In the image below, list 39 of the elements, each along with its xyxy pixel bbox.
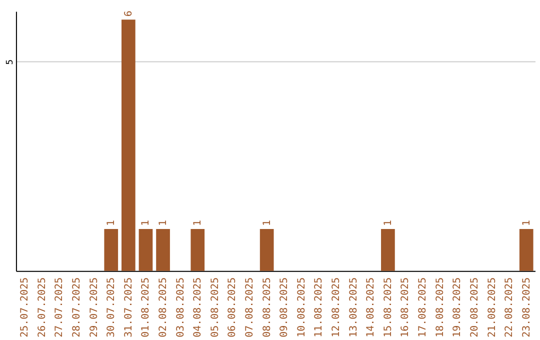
data-label: 6: [123, 10, 134, 17]
data-label: 1: [521, 220, 532, 226]
x-tick-label: 11.08.2025: [314, 277, 325, 338]
x-tick-label: 09.08.2025: [279, 277, 290, 338]
x-tick-label: 02.08.2025: [158, 277, 170, 338]
x-tick-label: 29.07.2025: [88, 277, 100, 338]
x-tick-label: 25.07.2025: [20, 277, 31, 338]
x-tick-label: 03.08.2025: [175, 277, 186, 338]
data-label: 1: [262, 220, 273, 226]
x-tick-label: 15.08.2025: [382, 277, 394, 338]
x-tick-label: 08.08.2025: [262, 277, 273, 338]
data-label: 1: [140, 220, 152, 226]
x-tick-label: 28.07.2025: [72, 277, 83, 338]
data-label: 1: [192, 220, 204, 226]
x-tick-label: 31.07.2025: [123, 277, 134, 338]
x-tick-label: 01.08.2025: [140, 277, 152, 338]
x-tick-label: 17.08.2025: [418, 277, 429, 338]
x-tick-label: 07.08.2025: [244, 277, 256, 338]
y-tick-label: 5: [5, 59, 16, 65]
x-tick-label: 30.07.2025: [106, 277, 118, 338]
x-tick-label: 22.08.2025: [504, 277, 516, 338]
x-tick-label: 05.08.2025: [210, 277, 221, 338]
x-tick-label: 23.08.2025: [521, 277, 532, 338]
data-label: 1: [382, 220, 394, 226]
x-tick-label: 13.08.2025: [348, 277, 360, 338]
x-tick-label: 14.08.2025: [366, 277, 377, 338]
x-tick-label: 27.07.2025: [54, 277, 66, 338]
x-tick-label: 04.08.2025: [192, 277, 204, 338]
x-tick-label: 20.08.2025: [469, 277, 480, 338]
x-tick-label: 21.08.2025: [486, 277, 498, 338]
data-label: 1: [106, 220, 118, 226]
x-tick-label: 26.07.2025: [36, 277, 48, 338]
x-tick-label: 16.08.2025: [400, 277, 412, 338]
x-tick-label: 10.08.2025: [296, 277, 308, 338]
x-tick-label: 12.08.2025: [331, 277, 342, 338]
x-tick-label: 19.08.2025: [452, 277, 464, 338]
x-tick-label: 06.08.2025: [227, 277, 238, 338]
data-label: 1: [158, 220, 170, 226]
x-tick-label: 18.08.2025: [434, 277, 446, 338]
